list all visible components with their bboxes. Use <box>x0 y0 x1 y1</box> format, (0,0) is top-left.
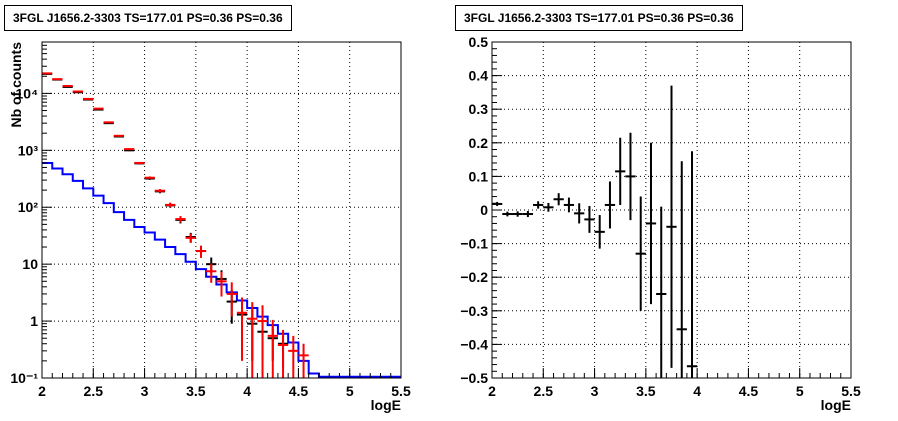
x-tick-label: 3.5 <box>186 383 206 399</box>
spectrum-title: 3FGL J1656.2-3303 TS=177.01 PS=0.36 PS=0… <box>4 5 292 31</box>
x-tick-label: 3 <box>141 383 149 399</box>
x-tick-label: 2 <box>38 383 46 399</box>
y-tick-label: 1 <box>30 313 38 329</box>
residual-plot: 2 2.5 3 3.5 4 4.5 5 5.5 −0.5 −0.4 −0.3 −0.2 −0.1 0 0.1… <box>460 34 861 413</box>
y-tick-label: 10⁴ <box>16 85 39 101</box>
y-tick-label: −0.3 <box>460 303 488 319</box>
y-axis-title: Nb of counts <box>8 42 24 128</box>
residual-title: 3FGL J1656.2-3303 TS=177.01 PS=0.36 PS=0… <box>455 5 743 31</box>
x-tick-label: 5 <box>346 383 354 399</box>
x-tick-label: 2.5 <box>534 383 554 399</box>
y-tick-label: 10² <box>18 199 39 215</box>
y-tick-label: −0.5 <box>460 370 488 386</box>
y-tick-label: −0.1 <box>460 236 488 252</box>
x-axis-title: logE <box>371 397 401 413</box>
x-tick-label: 4.5 <box>739 383 759 399</box>
y-tick-label: 10⁻¹ <box>10 370 38 386</box>
y-tick-label: 0.5 <box>469 34 489 50</box>
plot-frame <box>41 41 402 379</box>
y-tick-label: −0.2 <box>460 269 488 285</box>
x-axis-title: logE <box>821 397 851 413</box>
y-tick-label: 0 <box>480 202 488 218</box>
x-tick-label: 4 <box>693 383 701 399</box>
x-tick-label: 5.5 <box>841 383 861 399</box>
y-tick-label: 10 <box>22 256 38 272</box>
y-tick-label: 0.3 <box>469 101 489 117</box>
y-tick-label: 10³ <box>18 142 39 158</box>
y-tick-label: 0.2 <box>469 135 489 151</box>
spectrum-plot: 2 2.5 3 3.5 4 4.5 5 5.5 10⁻¹ 1 10 10² 10³ 10⁴ logE Nb o… <box>8 41 411 413</box>
spectrum-panel: 3FGL J1656.2-3303 TS=177.01 PS=0.36 PS=0… <box>4 5 411 413</box>
x-tick-label: 5.5 <box>391 383 411 399</box>
x-tick-label: 3 <box>591 383 599 399</box>
residual-panel: 3FGL J1656.2-3303 TS=177.01 PS=0.36 PS=0… <box>449 0 898 421</box>
x-tick-label: 5 <box>796 383 804 399</box>
x-tick-label: 2 <box>488 383 496 399</box>
y-tick-label: 0.1 <box>469 168 489 184</box>
x-tick-label: 4.5 <box>289 383 309 399</box>
x-tick-label: 2.5 <box>84 383 104 399</box>
y-tick-label: 0.4 <box>469 68 489 84</box>
y-tick-label: −0.4 <box>460 336 488 352</box>
model-histogram <box>42 161 401 378</box>
x-tick-label: 3.5 <box>636 383 656 399</box>
x-tick-label: 4 <box>243 383 251 399</box>
